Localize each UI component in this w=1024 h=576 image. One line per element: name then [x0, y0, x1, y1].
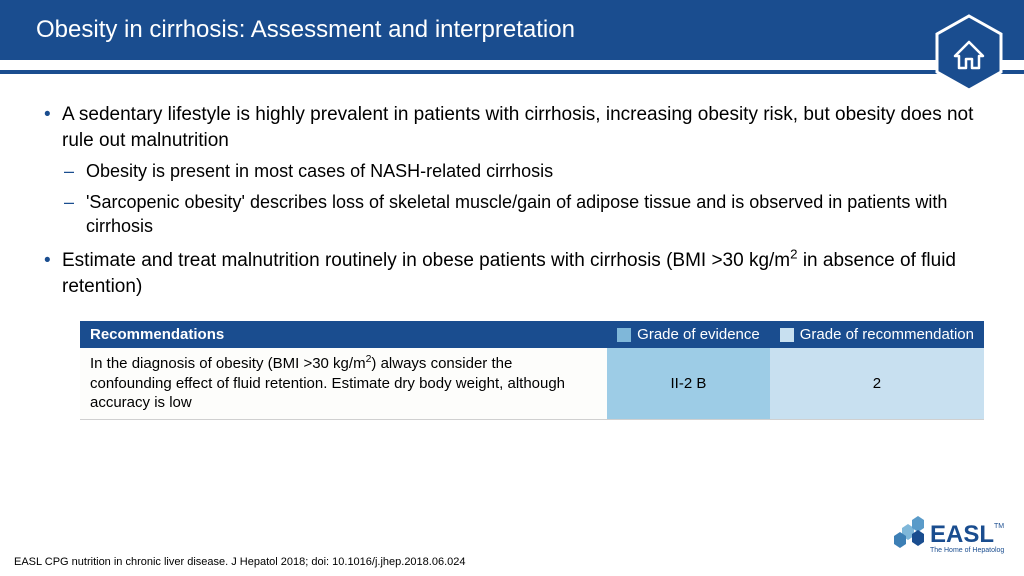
- slide-header: Obesity in cirrhosis: Assessment and int…: [0, 0, 1024, 60]
- evidence-swatch: [617, 328, 631, 342]
- rec-grade: 2: [770, 348, 984, 419]
- table-head: Recommendations Grade of evidence Grade …: [80, 321, 984, 348]
- bullet-1: A sedentary lifestyle is highly prevalen…: [40, 102, 984, 238]
- logo-svg: EASL TM The Home of Hepatology: [894, 510, 1004, 558]
- superscript-2: 2: [790, 247, 797, 262]
- bullet-list: A sedentary lifestyle is highly prevalen…: [40, 102, 984, 299]
- footer-citation: EASL CPG nutrition in chronic liver dise…: [14, 556, 466, 568]
- slide-title: Obesity in cirrhosis: Assessment and int…: [36, 16, 575, 44]
- header-underline: [0, 66, 1024, 74]
- home-icon[interactable]: [934, 14, 1004, 94]
- rec-text-pre: In the diagnosis of obesity (BMI >30 kg/…: [90, 355, 366, 372]
- sub-list-1: Obesity is present in most cases of NASH…: [62, 159, 984, 238]
- col-evidence: Grade of evidence: [607, 321, 770, 348]
- svg-text:EASL: EASL: [930, 521, 994, 548]
- sub-bullet-1: Obesity is present in most cases of NASH…: [62, 159, 984, 183]
- table-header-row: Recommendations Grade of evidence Grade …: [80, 321, 984, 348]
- bullet-1-text: A sedentary lifestyle is highly prevalen…: [62, 104, 973, 151]
- table-row: In the diagnosis of obesity (BMI >30 kg/…: [80, 348, 984, 419]
- bullet-2-pre: Estimate and treat malnutrition routinel…: [62, 250, 790, 271]
- sub-bullet-2: 'Sarcopenic obesity' describes loss of s…: [62, 190, 984, 239]
- recommendations-table: Recommendations Grade of evidence Grade …: [80, 321, 984, 420]
- col-recommendation-label: Grade of recommendation: [800, 326, 974, 343]
- table-body: In the diagnosis of obesity (BMI >30 kg/…: [80, 348, 984, 419]
- col-recommendations: Recommendations: [80, 321, 607, 348]
- rec-text: In the diagnosis of obesity (BMI >30 kg/…: [80, 348, 607, 419]
- content-area: A sedentary lifestyle is highly prevalen…: [0, 74, 1024, 299]
- col-evidence-label: Grade of evidence: [637, 326, 760, 343]
- easl-logo: EASL TM The Home of Hepatology: [894, 510, 1004, 558]
- bullet-2: Estimate and treat malnutrition routinel…: [40, 248, 984, 299]
- svg-text:The Home of Hepatology: The Home of Hepatology: [930, 547, 1004, 554]
- svg-text:TM: TM: [994, 523, 1004, 530]
- col-recommendation: Grade of recommendation: [770, 321, 984, 348]
- recommendations-table-wrap: Recommendations Grade of evidence Grade …: [80, 321, 984, 420]
- recommendation-swatch: [780, 328, 794, 342]
- rec-evidence: II-2 B: [607, 348, 770, 419]
